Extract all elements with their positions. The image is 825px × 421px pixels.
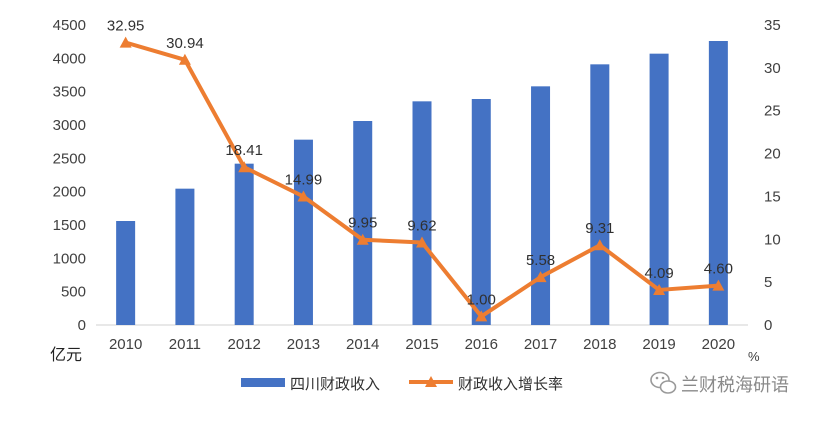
x-tick-label: 2010 [109,336,142,353]
watermark-text: 兰财税海研语 [681,375,789,395]
x-tick-label: 2016 [465,336,498,353]
line-data-label: 4.60 [704,261,733,278]
line-data-label: 18.41 [225,142,263,159]
x-tick-label: 2011 [169,336,201,353]
bar [116,221,136,325]
x-axis: 2010 2011 2012 2013 2014 2015 2016 2017 2018 2019… [96,324,748,353]
line-data-label: 9.31 [585,220,614,237]
right-tick-label: 20 [764,146,781,163]
x-tick-label: 2020 [702,336,735,353]
line-point [593,239,606,251]
bar [531,86,551,325]
legend-bar-label: 四川财政收入 [290,376,380,393]
legend-line-marker [425,376,437,387]
bar [708,41,728,325]
bar [471,99,491,325]
bar [175,188,195,325]
left-tick-label: 500 [61,284,86,301]
left-tick-label: 3000 [53,117,86,134]
line-series [119,36,725,322]
bar [412,101,432,325]
right-axis: 0 5 10 15 20 25 30 35 [764,17,781,334]
left-tick-label: 4000 [53,50,86,67]
line-point [238,161,251,173]
left-axis: 0 500 1000 1500 2000 2500 3000 3500 4000 4500 [53,17,86,334]
x-tick-label: 2013 [287,336,320,353]
line-data-label: 30.94 [166,35,204,52]
left-tick-label: 3500 [53,84,86,101]
line-point [416,236,428,248]
legend-line-label: 财政收入增长率 [458,376,563,393]
line-data-label: 14.99 [285,172,323,189]
wechat-icon [650,371,677,394]
line-point [475,310,488,322]
bar-series [116,41,728,326]
line-point [119,36,132,48]
right-tick-label: 35 [764,17,781,34]
bar [234,163,254,325]
line-point [712,279,725,291]
left-axis-unit: 亿元 [50,346,82,364]
right-tick-label: 10 [764,231,781,248]
right-tick-label: 30 [764,60,781,77]
x-tick-label: 2017 [524,336,557,353]
line-data-label: 1.00 [467,291,496,308]
right-tick-label: 0 [764,317,772,334]
right-tick-label: 25 [764,103,781,120]
bar [590,64,610,325]
legend-bar-swatch [241,378,285,387]
line-data-label: 9.62 [407,218,436,235]
line-data-label: 9.95 [348,215,377,232]
bar [293,139,313,325]
legend: 四川财政收入 财政收入增长率 [241,376,563,393]
x-tick-label: 2019 [642,336,675,353]
watermark: 兰财税海研语 [650,371,789,395]
line-data-labels: 32.95 30.94 18.41 14.99 9.95 9.62 1.00 5.58 9.31… [107,18,733,309]
left-tick-label: 2000 [53,184,86,201]
line-data-label: 4.09 [644,265,673,282]
right-tick-label: 15 [764,188,781,205]
line-point [178,53,191,65]
right-tick-label: 5 [764,274,772,291]
line-data-label: 32.95 [107,18,145,35]
left-tick-label: 1500 [53,217,86,234]
line-point [653,283,666,295]
line-point [534,271,547,283]
line-point [297,190,310,202]
line-point [356,233,369,245]
left-tick-label: 2500 [53,150,86,167]
x-tick-label: 2015 [405,336,438,353]
left-tick-label: 0 [78,317,86,334]
x-tick-label: 2018 [583,336,616,353]
right-axis-unit: % [748,349,760,364]
x-tick-label: 2014 [346,336,379,353]
bar [353,121,373,325]
line-data-label: 5.58 [526,252,555,269]
left-tick-label: 4500 [53,17,86,34]
x-tick-label: 2012 [227,336,260,353]
left-tick-label: 1000 [53,250,86,267]
bar [649,53,669,326]
